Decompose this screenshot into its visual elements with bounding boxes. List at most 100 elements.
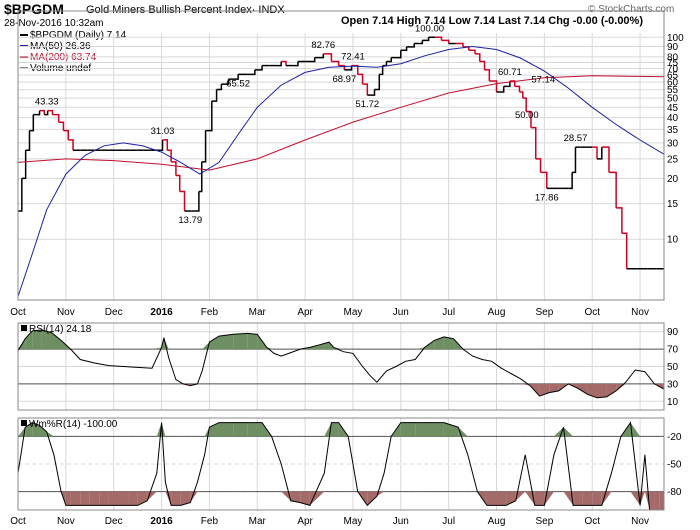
- price-annotation: 60.71: [498, 67, 522, 78]
- wm-oversold-fill: [367, 491, 377, 506]
- x-tick-label-bottom: Aug: [488, 516, 506, 527]
- legend-ma200-swatch: [20, 56, 28, 59]
- rsi-tick-label: 30: [667, 379, 679, 390]
- price-step-segment: [568, 172, 573, 190]
- x-tick-label: Jun: [393, 307, 409, 318]
- price-step-segment: [254, 65, 263, 71]
- rsi-overbought-fill: [41, 329, 52, 350]
- x-tick-label: Aug: [488, 307, 506, 318]
- rsi-overbought-fill: [218, 334, 234, 350]
- price-annotation: 13.79: [178, 215, 202, 226]
- rsi-oversold-fill: [577, 383, 588, 395]
- price-annotation: 100.00: [415, 23, 444, 34]
- rsi-tick-label: 70: [667, 345, 679, 356]
- x-tick-label-bottom: Nov: [631, 516, 649, 527]
- price-step-segment: [247, 69, 256, 76]
- wm-overbought-fill: [630, 422, 641, 437]
- price-tick-label: 70: [667, 64, 679, 75]
- wm-tick-label: -80: [667, 487, 682, 498]
- symbol-title: $BPGDM: [4, 1, 64, 17]
- rsi-overbought-fill: [51, 332, 62, 350]
- grid-layer: [17, 33, 664, 510]
- price-annotation: 50.00: [515, 110, 539, 121]
- price-step-segment: [414, 40, 424, 45]
- x-tick-label: Dec: [105, 307, 123, 318]
- wm-oversold-fill: [630, 491, 641, 506]
- series-layer: [17, 36, 665, 511]
- price-annotation: 28.57: [564, 133, 588, 144]
- wm-oversold-fill: [171, 491, 181, 506]
- x-tick-label: Nov: [57, 307, 75, 318]
- price-step-segment: [18, 178, 23, 212]
- price-step-segment: [484, 69, 491, 82]
- wm-overbought-fill: [18, 427, 26, 437]
- x-tick-label-bottom: Jul: [442, 516, 455, 527]
- wm-oversold-fill: [190, 491, 198, 503]
- x-tick-label: 2016: [150, 307, 173, 318]
- rsi-tick-label: 10: [667, 397, 679, 408]
- rsi-overbought-fill: [163, 337, 169, 350]
- price-tick-label: 75: [667, 58, 679, 69]
- price-step-segment: [47, 109, 54, 115]
- price-tick-label: 60: [667, 78, 679, 89]
- price-step-segment: [474, 53, 481, 62]
- price-annotation: 65.52: [226, 78, 250, 89]
- price-step-segment: [39, 109, 46, 115]
- wm-overbought-fill: [233, 422, 248, 437]
- price-tick-label: 100: [667, 33, 684, 44]
- x-tick-label: Jul: [442, 307, 455, 318]
- wm-oversold-fill: [180, 491, 191, 506]
- rsi-oversold-fill: [606, 383, 617, 397]
- wm-panel-title: Wm%R(14) -100.00: [29, 419, 118, 430]
- price-step-segment: [441, 39, 450, 44]
- wm-overbought-fill: [247, 422, 263, 437]
- price-tick-label: 55: [667, 85, 679, 96]
- wm-oversold-fill: [128, 491, 138, 506]
- rsi-overbought-fill: [209, 336, 219, 350]
- price-step-segment: [455, 42, 464, 47]
- price-tick-label: 20: [667, 174, 679, 185]
- wm-oversold-fill: [309, 491, 325, 506]
- legend-main-label: $BPGDM (Daily) 7.14: [30, 30, 127, 41]
- price-step-segment: [331, 60, 340, 66]
- rsi-overbought-fill: [151, 347, 162, 350]
- price-annotation: 17.86: [535, 192, 559, 203]
- price-step-segment: [195, 191, 200, 212]
- x-tick-label-bottom: May: [344, 516, 363, 527]
- price-quote: Open 7.14 High 7.14 Low 7.14 Last 7.14 C…: [341, 15, 643, 27]
- wm-oversold-fill: [573, 491, 583, 506]
- wm-oversold-fill: [165, 491, 172, 506]
- wm-oversold-fill: [534, 491, 545, 506]
- price-step-segment: [514, 85, 521, 93]
- price-step-segment: [489, 80, 498, 93]
- price-step-segment: [175, 174, 181, 192]
- stockcharts-credit[interactable]: © StockCharts.com: [588, 4, 675, 15]
- price-step-segment: [572, 147, 577, 174]
- price-step-segment: [179, 190, 186, 212]
- wm-oversold-fill: [65, 491, 71, 506]
- price-step-segment: [68, 139, 74, 151]
- price-step-segment: [601, 146, 610, 173]
- rsi-line: [17, 329, 665, 399]
- wm-oversold-fill: [99, 491, 109, 506]
- frame-layer: [17, 10, 665, 511]
- x-tick-label-bottom: Jun: [393, 516, 409, 527]
- price-step-segment: [160, 139, 164, 151]
- price-step-segment: [535, 158, 542, 173]
- price-step-segment: [201, 130, 207, 163]
- price-step-segment: [374, 74, 381, 91]
- rsi-overbought-fill: [233, 333, 248, 350]
- x-tick-label-bottom: Nov: [57, 516, 75, 527]
- price-step-segment: [52, 113, 60, 123]
- x-tick-label-bottom: 2016: [150, 516, 173, 527]
- price-step-segment: [621, 232, 628, 269]
- price-step-segment: [592, 146, 598, 159]
- price-annotation: 72.41: [341, 52, 365, 63]
- rsi-title-marker: [21, 325, 27, 331]
- price-step-segment: [44, 110, 49, 116]
- wm-oversold-fill: [592, 491, 602, 506]
- price-tick-label: 25: [667, 154, 679, 165]
- wm-oversold-fill: [506, 491, 516, 506]
- x-tick-label-bottom: Sep: [535, 516, 553, 527]
